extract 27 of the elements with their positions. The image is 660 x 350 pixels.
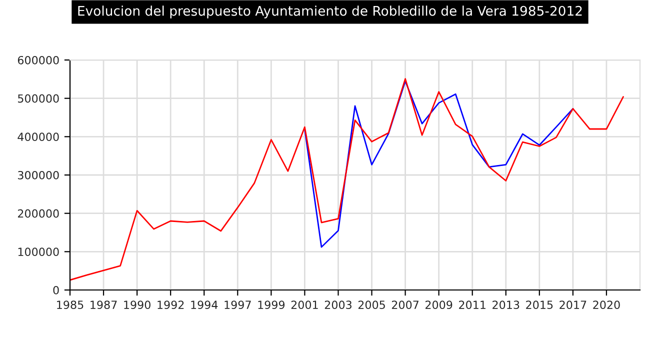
chart-title: Evolucion del presupuesto Ayuntamiento de Robledillo de la Vera 1985-2012 <box>78 6 582 18</box>
x-tick-label: 2009 <box>426 300 452 310</box>
x-tick-label: 2013 <box>492 300 520 310</box>
x-tick-label: 2003 <box>324 300 352 310</box>
x-tick-label: 1997 <box>224 300 251 310</box>
y-tick-label: 500000 <box>18 94 59 103</box>
x-tick-label: 2011 <box>459 300 486 310</box>
y-tick-label: 600000 <box>18 56 59 64</box>
y-tick-label: 200000 <box>18 209 59 218</box>
x-tick-label: 1999 <box>258 300 285 310</box>
x-tick-label: 1985 <box>57 300 84 310</box>
x-tick-label: 2017 <box>560 300 586 310</box>
x-tick-label: 2007 <box>392 300 418 310</box>
x-tick-label: 2001 <box>291 300 318 310</box>
x-tick-label: 1992 <box>158 300 184 310</box>
line-series <box>304 80 574 248</box>
y-tick-label: 300000 <box>18 170 59 180</box>
y-tick-label: 400000 <box>18 132 59 142</box>
x-tick-label: 2005 <box>358 300 385 310</box>
x-tick-label: 1994 <box>191 300 218 310</box>
y-tick-label: 100000 <box>18 248 59 256</box>
line-series <box>70 78 624 281</box>
y-tick-label: 0 <box>53 286 59 294</box>
x-tick-label: 2020 <box>593 300 620 310</box>
x-tick-label: 1990 <box>124 300 150 310</box>
x-tick-label: 2015 <box>526 300 553 310</box>
x-tick-label: 1987 <box>90 300 117 310</box>
